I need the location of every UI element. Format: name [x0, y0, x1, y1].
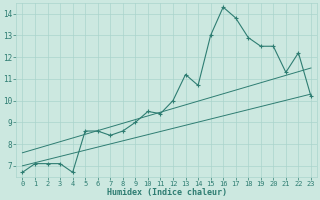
X-axis label: Humidex (Indice chaleur): Humidex (Indice chaleur)	[107, 188, 227, 197]
